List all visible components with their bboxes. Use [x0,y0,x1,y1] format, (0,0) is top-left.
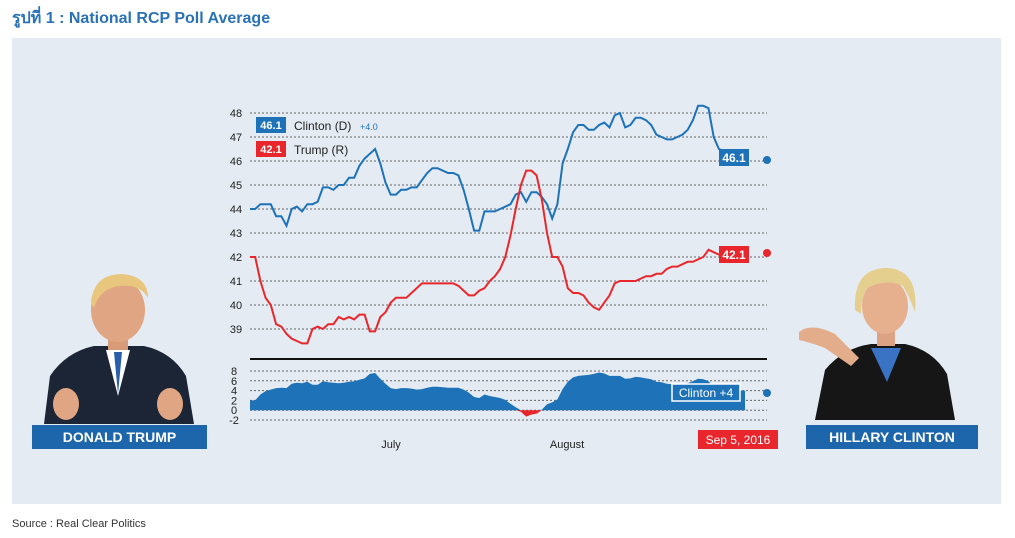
y-tick-label: 43 [230,228,242,240]
spread-end-label: Clinton +4 [671,383,771,402]
clinton-legend-spread: +4.0 [360,122,378,132]
y-tick-label: 6 [231,376,237,388]
clinton-name-banner: HILLARY CLINTON [806,425,978,449]
y-tick-label: -2 [229,415,239,427]
trump-name-banner: DONALD TRUMP [32,425,207,449]
trump-end-label: 42.1 [719,246,771,263]
clinton-legend-label: Clinton (D) [294,119,351,133]
trump-legend-value: 42.1 [260,144,281,156]
y-tick-label: 42 [230,252,242,264]
y-tick-label: 39 [230,324,242,336]
spread-negative-area [250,410,745,417]
legend: 46.1 Clinton (D) +4.0 42.1 Trump (R) [256,117,378,157]
y-tick-label: 40 [230,300,242,312]
x-label-august: August [550,439,584,451]
figure-title: รูปที่ 1 : National RCP Poll Average [12,10,271,27]
y-tick-label: 45 [230,180,242,192]
y-tick-label: 47 [230,132,242,144]
trump-end-dot [763,249,771,257]
clinton-legend-value: 46.1 [260,120,281,132]
y-tick-label: 44 [230,204,242,216]
x-label-july: July [381,439,401,451]
y-tick-label: 46 [230,156,242,168]
clinton-end-label: 46.1 [719,149,771,166]
trump-legend-label: Trump (R) [294,143,348,157]
spread-positive-area [250,372,745,411]
trump-legend-swatch [256,141,286,157]
svg-text:46.1: 46.1 [722,151,746,165]
spread-end-dot [763,389,771,397]
y-tick-label: 4 [231,386,237,398]
donald-trump-portrait [36,266,201,424]
y-tick-label: 8 [231,366,237,378]
clinton-series-line [250,104,745,232]
y-tick-label: 41 [230,276,242,288]
trump-series-line [250,169,745,345]
svg-text:42.1: 42.1 [722,248,746,262]
y-tick-label: 48 [230,108,242,120]
y-tick-label: 0 [231,405,237,417]
poll-line-chart: 39 40 41 42 43 44 45 46 47 48 46.1 Clinton (D) +4… [230,104,771,360]
hillary-clinton-portrait [795,262,967,420]
y-tick-label: 2 [231,395,237,407]
date-label: Sep 5, 2016 [706,433,771,447]
date-badge [698,430,778,449]
clinton-legend-swatch [256,117,286,133]
clinton-end-dot [763,156,771,164]
svg-text:Clinton +4: Clinton +4 [679,386,734,400]
source-note: Source : Real Clear Politics [12,518,146,530]
